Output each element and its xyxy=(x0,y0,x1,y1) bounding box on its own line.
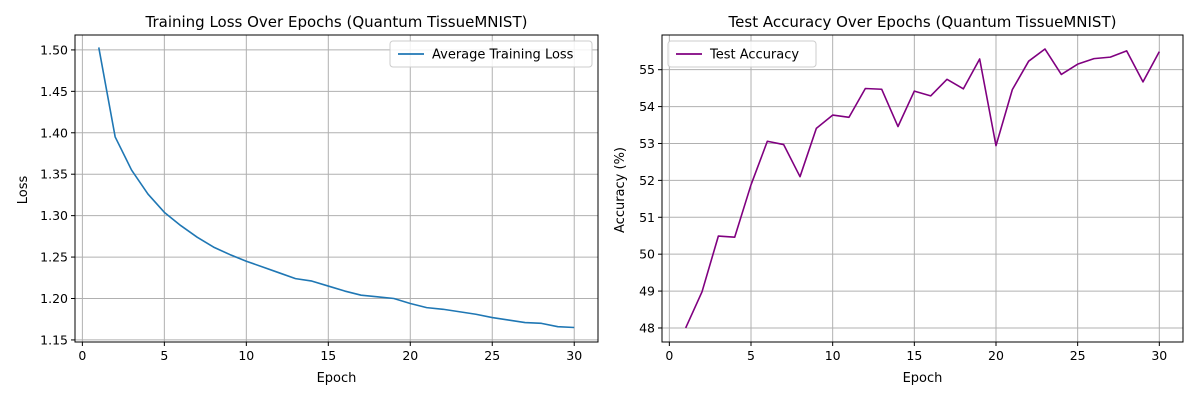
training-loss-chart: Training Loss Over Epochs (Quantum Tissu… xyxy=(16,13,599,386)
y-axis-label: Accuracy (%) xyxy=(613,147,628,233)
y-tick-label: 1.40 xyxy=(40,125,68,140)
x-axis-label: Epoch xyxy=(903,371,943,386)
x-tick-label: 0 xyxy=(665,348,673,363)
chart-title: Test Accuracy Over Epochs (Quantum Tissu… xyxy=(728,13,1117,31)
y-tick-label: 51 xyxy=(639,210,655,225)
y-tick-label: 52 xyxy=(639,173,655,188)
legend-box xyxy=(667,40,817,68)
x-tick-label: 15 xyxy=(320,348,336,363)
x-tick-label: 10 xyxy=(825,348,841,363)
x-tick-label: 25 xyxy=(484,348,500,363)
grid-lines xyxy=(662,35,1183,342)
y-tick-label: 49 xyxy=(639,284,655,299)
x-tick-label: 5 xyxy=(747,348,755,363)
y-tick-label: 55 xyxy=(639,62,655,77)
y-tick-label: 1.50 xyxy=(40,42,68,57)
x-tick-label: 0 xyxy=(78,348,86,363)
y-tick-label: 1.20 xyxy=(40,291,68,306)
y-tick-label: 1.15 xyxy=(40,332,68,347)
test-accuracy-chart: Test Accuracy Over Epochs (Quantum Tissu… xyxy=(613,13,1184,386)
plot-frame xyxy=(661,34,1184,343)
legend: Average Training Loss xyxy=(389,40,593,68)
series-line xyxy=(684,48,1161,329)
legend: Test Accuracy xyxy=(667,40,817,68)
chart-title: Training Loss Over Epochs (Quantum Tissu… xyxy=(145,13,528,31)
x-tick-label: 20 xyxy=(402,348,418,363)
y-tick-label: 50 xyxy=(639,247,655,262)
y-tick-label: 1.25 xyxy=(40,250,68,265)
x-tick-label: 15 xyxy=(906,348,922,363)
y-tick-label: 53 xyxy=(639,136,655,151)
y-tick-label: 1.35 xyxy=(40,167,68,182)
x-tick-label: 5 xyxy=(160,348,168,363)
x-tick-label: 30 xyxy=(1151,348,1167,363)
x-tick-label: 25 xyxy=(1070,348,1086,363)
x-axis-label: Epoch xyxy=(317,371,357,386)
legend-label: Average Training Loss xyxy=(432,48,574,63)
y-tick-label: 48 xyxy=(639,320,655,335)
y-tick-label: 1.45 xyxy=(40,84,68,99)
x-tick-label: 30 xyxy=(566,348,582,363)
y-axis-label: Loss xyxy=(16,176,31,205)
x-tick-label: 20 xyxy=(988,348,1004,363)
series-line xyxy=(97,47,575,329)
plot-frame xyxy=(74,34,599,343)
legend-label: Test Accuracy xyxy=(709,48,799,63)
x-tick-label: 10 xyxy=(238,348,254,363)
y-tick-label: 1.30 xyxy=(40,208,68,223)
y-tick-label: 54 xyxy=(639,99,655,114)
legend-box xyxy=(389,40,593,68)
